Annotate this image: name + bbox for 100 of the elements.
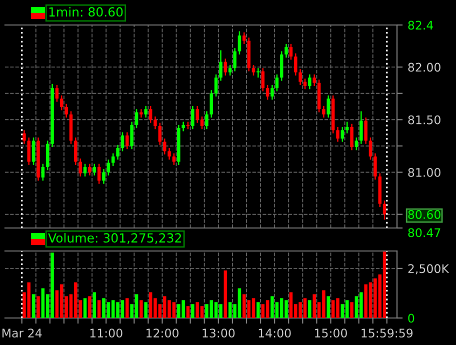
candlestick: [120, 132, 124, 152]
candlestick: [350, 123, 354, 151]
candlestick: [22, 130, 26, 144]
candlestick: [233, 48, 236, 72]
candlestick: [46, 140, 50, 171]
candlestick: [27, 136, 30, 166]
x-tick-label: 11:00: [90, 328, 122, 338]
bar: [92, 292, 96, 318]
candlestick: [60, 94, 64, 111]
x-tick-label: 13:00: [202, 328, 235, 338]
y-tick-label: 82.4: [408, 20, 434, 30]
y-tick-label: 0: [408, 314, 414, 323]
bar: [350, 302, 354, 318]
candlestick: [97, 163, 101, 184]
bar: [326, 296, 330, 318]
bar: [41, 288, 45, 318]
candlestick: [191, 105, 194, 130]
candlestick: [144, 105, 148, 118]
candlestick: [308, 74, 312, 90]
candlestick: [298, 68, 302, 86]
x-tick-label: 15:00: [315, 328, 347, 338]
candlestick: [228, 64, 232, 76]
bar: [266, 300, 270, 318]
candlestick: [294, 52, 298, 76]
bar: [308, 300, 312, 318]
candlestick: [326, 94, 330, 118]
candlestick: [64, 103, 68, 118]
candlestick: [374, 152, 377, 180]
candlestick: [182, 121, 185, 132]
bar: [191, 304, 194, 318]
candlestick: [126, 132, 129, 150]
candlestick: [346, 121, 349, 134]
candlestick: [200, 116, 204, 130]
bar: [36, 296, 40, 318]
candlestick: [205, 110, 208, 130]
candlestick: [102, 168, 106, 184]
candlestick: [270, 84, 274, 100]
bar: [256, 302, 260, 318]
candlestick: [289, 43, 293, 60]
candlestick: [140, 108, 143, 118]
bar: [126, 298, 129, 318]
x-tick-label: 14:00: [258, 328, 291, 338]
candlestick: [158, 122, 162, 146]
bar: [261, 304, 265, 318]
candlestick: [168, 147, 171, 160]
candlestick: [41, 163, 45, 182]
candlestick: [360, 110, 363, 144]
bar: [97, 300, 101, 318]
candlestick: [275, 74, 279, 92]
candlestick: [111, 152, 115, 167]
candlestick: [134, 108, 138, 129]
candlestick: [266, 84, 270, 100]
bar: [144, 302, 148, 318]
y-tick-label: 81.00: [408, 168, 440, 177]
x-tick-label: 12:00: [146, 328, 178, 338]
y-tick-label: 80.60: [408, 210, 440, 219]
candlestick: [312, 74, 316, 87]
candlestick: [92, 163, 96, 176]
candlestick: [106, 159, 110, 176]
legend-title: 1min: 80.60: [49, 6, 123, 17]
candlestick: [210, 90, 214, 118]
candlestick: [284, 43, 288, 58]
candlestick: [130, 121, 134, 150]
x-tick-label: 15:59:59: [362, 328, 413, 338]
candlestick: [214, 74, 218, 98]
legend-title: Volume: 301,275,232: [48, 232, 181, 244]
bar: [140, 300, 143, 318]
y-tick-label: 81.50: [408, 115, 440, 124]
candlestick: [116, 144, 120, 160]
candlestick: [256, 68, 260, 78]
candlestick: [238, 30, 242, 56]
bar: [88, 296, 92, 318]
candlestick: [368, 136, 372, 160]
candlestick: [74, 136, 78, 166]
candlestick: [280, 50, 284, 82]
candlestick: [382, 200, 386, 220]
candlestick: [364, 116, 368, 144]
candlestick: [78, 158, 82, 178]
candlestick: [83, 163, 87, 178]
bar: [32, 294, 36, 318]
candlestick: [88, 163, 92, 176]
candlestick: [219, 50, 222, 82]
candlestick: [340, 126, 344, 142]
bar: [83, 298, 87, 318]
candlestick: [252, 64, 256, 76]
y-tick-label: 80.47: [408, 228, 440, 238]
bar: [186, 306, 190, 318]
candlestick: [322, 105, 326, 118]
candlestick: [242, 32, 246, 45]
candlestick: [336, 126, 340, 142]
candlestick: [32, 136, 36, 166]
x-tick-label: Mar 24: [2, 328, 42, 338]
candlestick: [55, 84, 59, 102]
candlestick: [261, 68, 265, 92]
candlestick: [224, 58, 228, 76]
candlestick: [148, 105, 152, 124]
candlestick: [154, 116, 157, 130]
y-tick-label: 2,500K: [408, 264, 450, 274]
candlestick: [354, 136, 358, 151]
candlestick: [196, 105, 199, 124]
